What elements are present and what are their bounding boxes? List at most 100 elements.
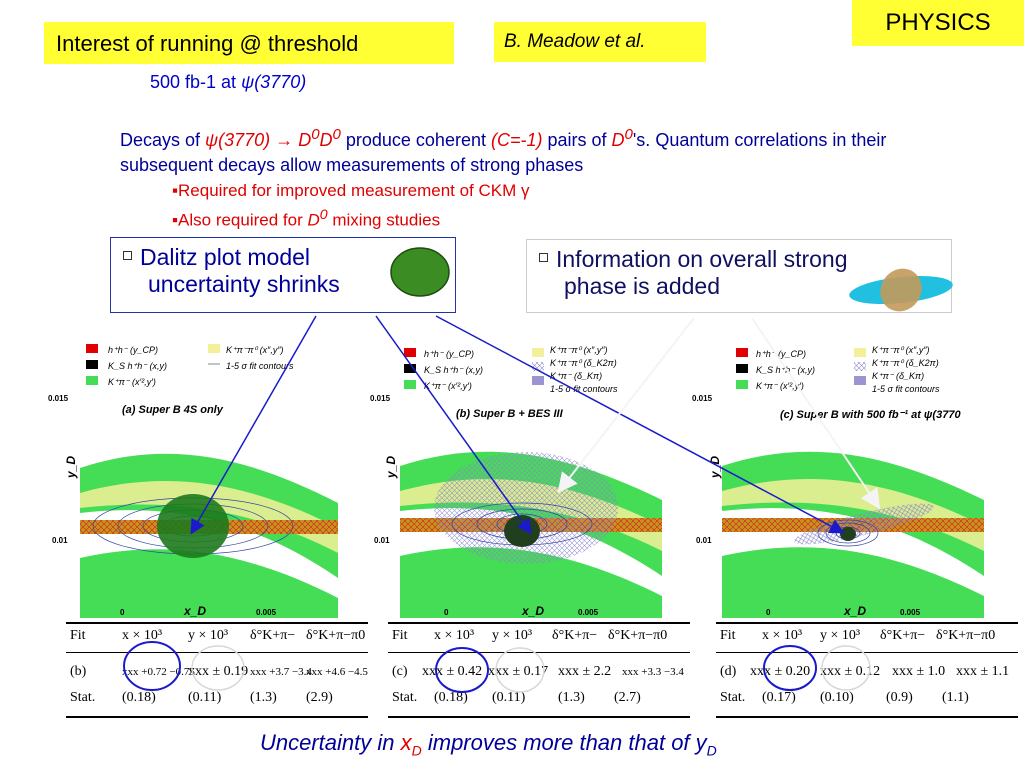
table-cell: y × 10³ [492, 628, 533, 643]
x-tick: 0.005 [578, 608, 599, 617]
table-cell: xxx ± 0.42 [422, 664, 483, 679]
y-tick: 0.015 [370, 394, 391, 403]
footer-xd: x [400, 730, 412, 755]
legend-entry: K⁺π⁻π⁰ (x″,y″) [550, 345, 608, 355]
legend-entry: h⁺h⁻ (y_CP) [424, 349, 475, 359]
legend-entry: K⁺π⁻ (δ_Kπ) [872, 371, 925, 381]
plot-caption: (b) Super B + BES III [456, 408, 563, 420]
table-cell: δ°K+π−π0 [608, 628, 668, 643]
table-cell: δ°K+π− [250, 628, 296, 643]
footer-conclusion: Uncertainty in xD improves more than tha… [260, 730, 717, 758]
plot-c: h⁺h⁻ (y_CP) K_S h⁺h⁻ (x,y) K⁺π⁻ (x′²,y′)… [692, 338, 984, 618]
table-cell: xxx ± 0.17 [488, 664, 549, 679]
intro-text-1: Decays of [120, 130, 206, 150]
table-cell: (d) [720, 664, 737, 679]
legend-entry: K⁺π⁻ (δ_Kπ) [550, 371, 603, 381]
table-cell: δ°K+π−π0 [306, 628, 366, 643]
table-cell: Stat. [70, 690, 96, 705]
legend-entry: h⁺h⁻ (y_CP) [756, 349, 807, 359]
legend-swatch-yellow [208, 344, 220, 353]
intro-d0-sup: 0 [624, 126, 633, 143]
intro-dbar-sup: 0 [332, 126, 341, 143]
x-tick: 0 [120, 608, 125, 617]
table-cell: Fit [720, 628, 736, 643]
table-cell: (0.9) [886, 690, 913, 705]
table-cell: y × 10³ [820, 628, 861, 643]
table-cell: (1.1) [942, 690, 969, 705]
strong-phase-line-1: Information on overall strong [556, 246, 848, 272]
physics-tag: PHYSICS [852, 0, 1024, 46]
legend-swatch-purple [532, 376, 544, 385]
footer-text-2: improves more than that of [421, 730, 696, 755]
dalitz-callout-text: Dalitz plot model uncertainty shrinks [123, 244, 340, 298]
table-cell: xxx ± 0.12 [820, 664, 881, 679]
intro-d-sup: 0 [311, 126, 320, 143]
table-cell: xxx ± 1.1 [956, 664, 1010, 679]
legend-entry: 1-5 σ fit contours [226, 361, 294, 371]
y-axis-label: y_D [64, 455, 79, 479]
legend-swatch-hatch [854, 362, 866, 371]
checkbox-bullet-icon [539, 253, 548, 263]
bullet-ckm: ▪Required for improved measurement of CK… [172, 181, 530, 200]
x-axis-label: x_D [522, 604, 545, 618]
x-axis-label: x_D [184, 604, 207, 618]
legend-swatch-black [736, 364, 748, 373]
table-cell: (1.3) [558, 690, 585, 705]
table-stat-row: Stat. (0.18) (0.11) (1.3) (2.7) [392, 690, 641, 706]
table-cell: (2.7) [614, 690, 641, 705]
table-cell: (2.9) [306, 690, 333, 705]
footer-yd: y [695, 730, 707, 755]
bullet-mixing-d: D [307, 210, 320, 230]
legend-swatch-green [86, 376, 98, 385]
legend-left: h⁺h⁻ (y_CP) K_S h⁺h⁻ (x,y) K⁺π⁻ (x′²,y′) [108, 342, 167, 390]
legend-swatch-green [736, 380, 748, 389]
table-cell: δ°K+π−π0 [936, 628, 996, 643]
table-cell: xxx ± 0.20 [750, 664, 811, 679]
legend-entry: K⁺π⁻ (x′²,y′) [108, 377, 156, 387]
x-axis-label: x_D [844, 604, 867, 618]
legend-entry: 1-5 σ fit contours [550, 384, 618, 394]
plot-caption: (a) Super B 4S only [122, 404, 223, 416]
legend-swatch-black [86, 360, 98, 369]
intro-d0: D [611, 130, 625, 150]
table-cell: Fit [70, 628, 86, 643]
legend-entry: K_S h⁺h⁻ (x,y) [108, 361, 168, 371]
table-cell: xxx +0.72 −0.75 [122, 666, 195, 678]
crossed-ellipses-icon [849, 268, 953, 312]
arrow-right-icon: → [275, 130, 294, 150]
intro-cparity: (C=-1) [490, 130, 543, 150]
y-tick: 0.01 [374, 536, 390, 545]
legend-entry: K_S h⁺h⁻ (x,y) [424, 365, 484, 375]
table-stat-row: Stat. (0.17) (0.10) (0.9) (1.1) [720, 690, 969, 706]
legend-swatch-red [404, 348, 416, 357]
legend-swatch-hatch [532, 362, 544, 371]
legend-entry: K_S h⁺h⁻ (x,y) [756, 365, 816, 375]
table-header-row: Fit x × 10³ y × 10³ δ°K+π− δ°K+π−π0 [720, 628, 995, 644]
footer-xd-sub: D [411, 742, 422, 759]
table-stat-row: Stat. (0.18) (0.11) (1.3) (2.9) [70, 690, 333, 706]
table-cell: Fit [392, 628, 408, 643]
table-cell: xxx ± 1.0 [892, 664, 946, 679]
legend-swatch-yellow [854, 348, 866, 357]
y-axis-label: y_D [384, 455, 399, 479]
table-cell: x × 10³ [762, 628, 803, 643]
slide-title: Interest of running @ threshold [44, 22, 454, 64]
table-cell: Stat. [392, 690, 418, 705]
legend-right: K⁺π⁻π⁰ (x″,y″) K⁺π⁻π⁰ (δ_K2π) K⁺π⁻ (δ_Kπ… [872, 344, 939, 396]
legend-swatch-red [736, 348, 748, 357]
legend-swatch-green [404, 380, 416, 389]
y-tick: 0.01 [52, 536, 68, 545]
author-label: B. Meadow et al. [494, 22, 706, 62]
strong-phase-callout-text: Information on overall strong phase is a… [539, 246, 848, 300]
y-tick: 0.015 [692, 394, 713, 403]
legend-swatch-purple [854, 376, 866, 385]
results-table-c: Fit x × 10³ y × 10³ δ°K+π− δ°K+π−π0 (c) xxx ±… [388, 622, 690, 718]
y-axis-label: y_D [708, 455, 723, 479]
table-cell: x × 10³ [122, 628, 163, 643]
results-table-d: Fit x × 10³ y × 10³ δ°K+π− δ°K+π−π0 (d) xxx ±… [716, 622, 1018, 718]
intro-text-3: pairs of [542, 130, 612, 150]
table-cell: (0.10) [820, 690, 854, 705]
plot-b: h⁺h⁻ (y_CP) K_S h⁺h⁻ (x,y) K⁺π⁻ (x′²,y′)… [370, 338, 662, 618]
x-tick: 0 [444, 608, 449, 617]
table-row: (c) xxx ± 0.42 xxx ± 0.17 xxx ± 2.2 xxx +3.3… [392, 664, 684, 680]
